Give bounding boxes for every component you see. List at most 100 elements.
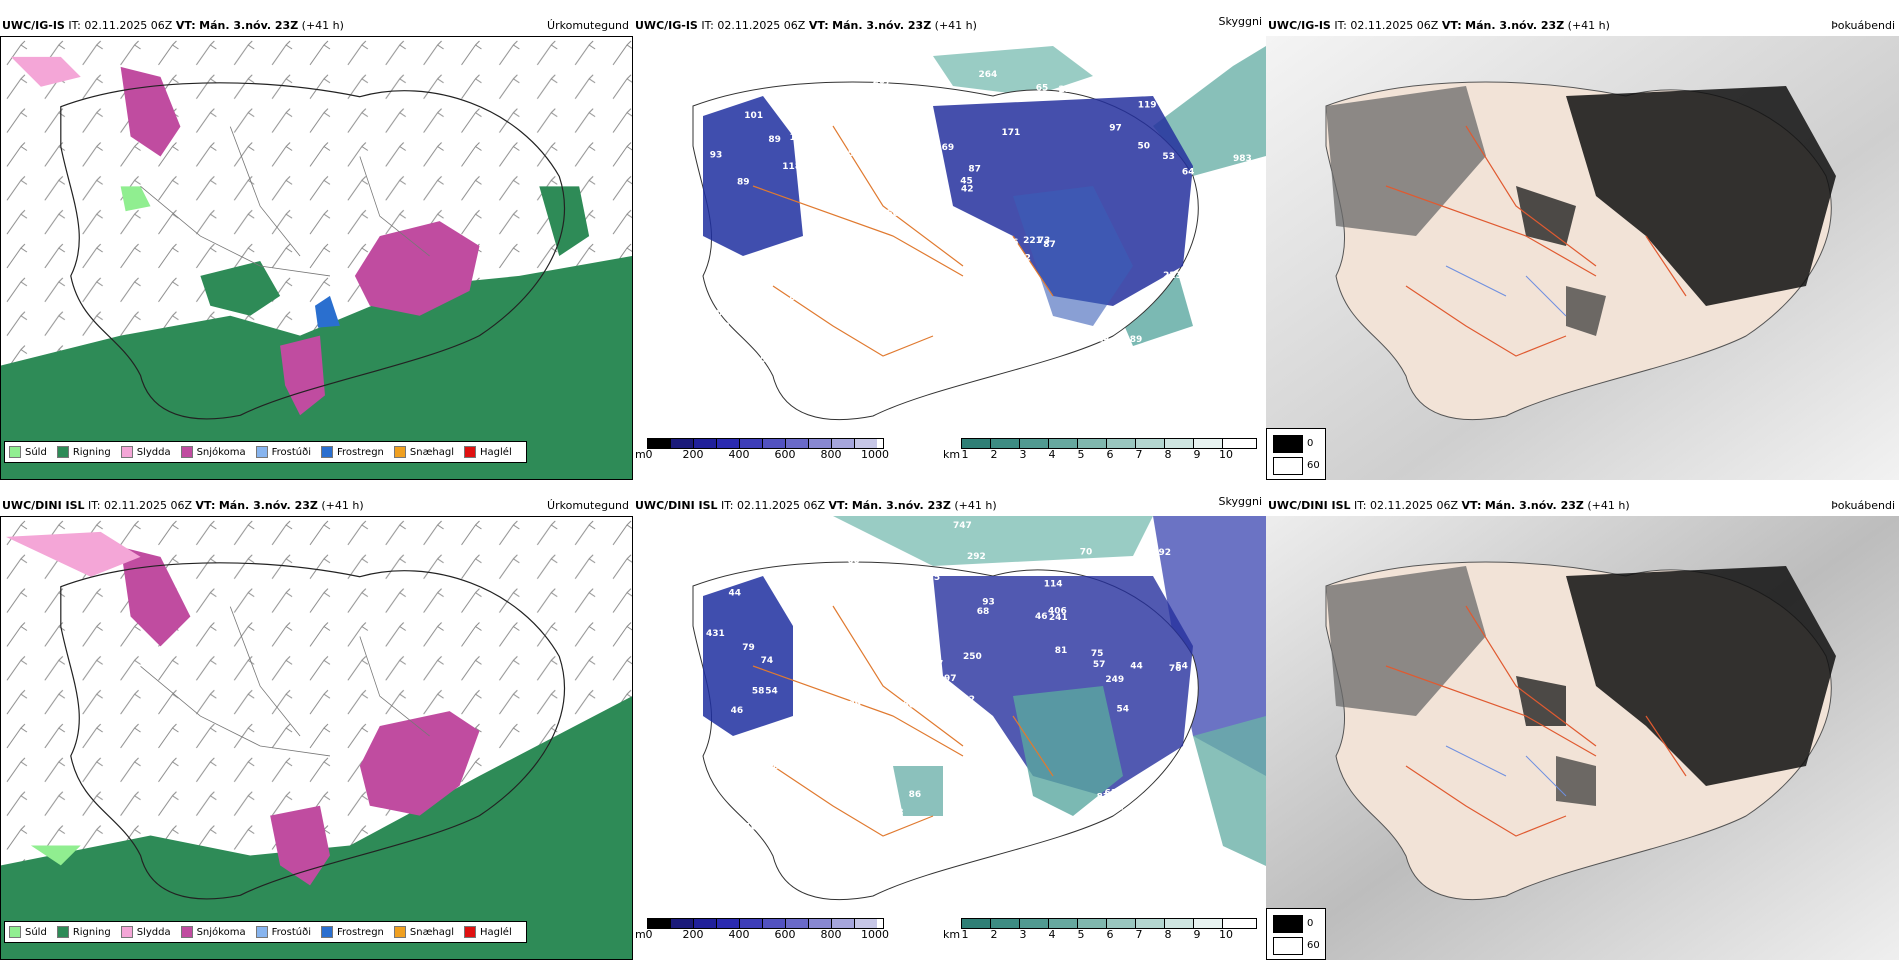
visibility-value-label: 67: [716, 308, 729, 318]
visibility-value-label: 133: [893, 114, 912, 124]
visibility-value-label: 68: [813, 191, 826, 201]
visibility-value-label: 287: [758, 344, 777, 354]
visibility-value-label: 62: [1084, 88, 1097, 98]
panel-title: Úrkomutegund: [547, 499, 629, 512]
legend-item: Frostúði: [255, 446, 311, 458]
visibility-value-label: 145: [855, 837, 874, 847]
cloudbase-colorbar: m 0 200 400 600 800 1000: [635, 914, 889, 944]
model-name: UWC/IG-IS: [1268, 19, 1331, 32]
visibility-value-label: 69: [895, 71, 908, 81]
visibility-value-label: 89: [737, 177, 750, 187]
visibility-value-label: 82: [883, 655, 896, 665]
visibility-value-label: 91: [968, 837, 981, 847]
visibility-value-label: 230: [859, 543, 878, 553]
visibility-value-label: 130: [749, 809, 768, 819]
visibility-value-label: 74: [761, 656, 774, 666]
visibility-value-label: 44: [1130, 662, 1143, 672]
visibility-value-label: 87: [1097, 792, 1110, 802]
panel-header: UWC/IG-IS IT: 02.11.2025 06Z VT: Mán. 3.…: [1266, 16, 1899, 36]
visibility-value-label: 72: [945, 351, 958, 361]
legend-item: Haglél: [464, 926, 512, 938]
visibility-value-label: 114: [1091, 335, 1110, 345]
model-name: UWC/DINI ISL: [1268, 499, 1351, 512]
visibility-value-label: 64: [1182, 168, 1195, 178]
legend-item: Snjókoma: [180, 446, 246, 458]
precip-legend: Súld Rigning Slydda Snjókoma Frostúði Fr…: [4, 921, 527, 943]
visibility-value-label: 193: [790, 133, 809, 143]
visibility-value-label: 241: [1049, 613, 1068, 623]
visibility-value-label: 162: [1014, 828, 1033, 838]
precip-map: [0, 516, 633, 960]
visibility-value-label: 747: [953, 521, 972, 531]
panel-title: Skyggni: [1218, 15, 1262, 28]
visibility-value-label: 223: [1163, 271, 1182, 281]
visibility-value-label: 60: [916, 60, 929, 70]
panel-header: UWC/DINI ISL IT: 02.11.2025 06Z VT: Mán.…: [1266, 496, 1899, 516]
visibility-value-label: 69: [942, 143, 955, 153]
fog-map: [1266, 516, 1899, 960]
panel-title: Þokuábendi: [1831, 19, 1895, 32]
visibility-value-label: 112: [809, 274, 828, 284]
visibility-value-label: 46: [1035, 612, 1048, 622]
visibility-value-label: 290: [841, 323, 860, 333]
visibility-value-label: 225: [896, 266, 915, 276]
visibility-value-label: 52: [848, 149, 861, 159]
visibility-value-label: 81: [1055, 646, 1068, 656]
visibility-value-label: 93: [769, 574, 782, 584]
visibility-value-label: 66: [937, 293, 950, 303]
visibility-value-label: 171: [1002, 128, 1021, 138]
visibility-value-label: 52: [739, 282, 752, 292]
visibility-value-label: 75: [804, 744, 817, 754]
panel-header: UWC/DINI ISL IT: 02.11.2025 06Z VT: Mán.…: [0, 496, 633, 516]
model-name: UWC/DINI ISL: [2, 499, 85, 512]
visibility-value-label: 49: [905, 115, 918, 125]
visibility-value-label: 89: [849, 700, 862, 710]
visibility-value-label: 221: [1023, 236, 1042, 246]
cloudbase-colorbar: m 0 200 400 600 800 1000: [635, 434, 889, 464]
visibility-value-label: 298: [909, 665, 928, 675]
visibility-value-label: 84: [1016, 771, 1029, 781]
panel-title: Úrkomutegund: [547, 19, 629, 32]
visibility-value-label: 52: [717, 322, 730, 332]
visibility-value-label: 50: [1138, 142, 1151, 152]
visibility-value-label: 86: [909, 790, 922, 800]
panel-title: Þokuábendi: [1831, 499, 1895, 512]
visibility-value-label: 252: [805, 772, 824, 782]
visibility-value-label: 54: [760, 355, 773, 365]
visibility-value-label: 65: [1036, 84, 1049, 94]
visibility-value-label: 63: [834, 151, 847, 161]
fog-legend: 0 60: [1266, 428, 1326, 480]
visibility-value-label: 88: [773, 762, 786, 772]
fog-legend: 0 60: [1266, 908, 1326, 960]
visibility-value-label: 200: [898, 587, 917, 597]
panel-fog-row1: UWC/IG-IS IT: 02.11.2025 06Z VT: Mán. 3.…: [1266, 16, 1899, 488]
visibility-value-label: 983: [1233, 154, 1252, 164]
visibility-map: 747 230 114 76 60 54 54 44 46 46 68 97 101 60 89 91 67 86…: [633, 516, 1266, 960]
visibility-value-label: 118: [927, 823, 946, 833]
visibility-value-label: 58: [752, 687, 765, 697]
panel-precip-row1: UWC/IG-IS IT: 02.11.2025 06Z VT: Mán. 3.…: [0, 16, 633, 488]
visibility-value-label: 87: [968, 165, 981, 175]
panel-precip-row2: UWC/DINI ISL IT: 02.11.2025 06Z VT: Mán.…: [0, 496, 633, 968]
visibility-value-label: 84: [761, 340, 774, 350]
visibility-value-label: 75: [1178, 756, 1191, 766]
visibility-value-label: 431: [706, 629, 725, 639]
visibility-value-label: 128: [885, 808, 904, 818]
visibility-value-label: 97: [895, 176, 908, 186]
visibility-value-label: 55: [1157, 798, 1170, 808]
precip-map: [0, 36, 633, 480]
visibility-value-label: 87: [807, 331, 820, 341]
visibility-value-label: 92: [1018, 253, 1031, 263]
visibility-value-label: 118: [782, 162, 801, 172]
visibility-value-label: 101: [745, 823, 764, 833]
legend-item: Rigning: [56, 926, 111, 938]
visibility-value-label: 97: [1109, 123, 1122, 133]
visibility-value-label: 60: [847, 556, 860, 566]
visibility-value-label: 43: [794, 309, 807, 319]
legend-item: Slydda: [120, 446, 171, 458]
visibility-value-label: 68: [977, 607, 990, 617]
legend-item: Frostregn: [321, 446, 384, 458]
visibility-value-label: 155: [909, 168, 928, 178]
visibility-value-label: 192: [1152, 548, 1171, 558]
visibility-value-label: 406: [1048, 607, 1067, 617]
